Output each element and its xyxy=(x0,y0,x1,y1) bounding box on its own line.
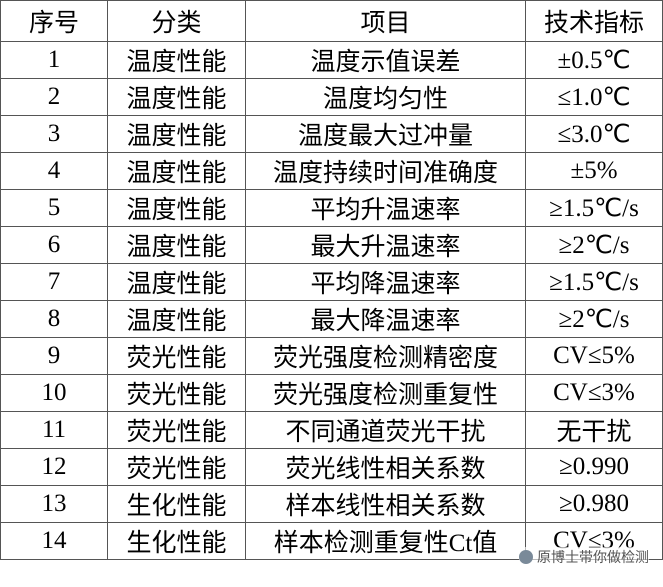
table-cell: 温度示值误差 xyxy=(245,41,526,79)
table-cell: 荧光强度检测重复性 xyxy=(245,374,526,412)
table-cell: 9 xyxy=(0,337,108,375)
table-cell: CV≤5% xyxy=(525,337,663,375)
table-cell: 温度性能 xyxy=(107,152,246,190)
table-cell: 平均升温速率 xyxy=(245,189,526,227)
table-cell: 无干扰 xyxy=(525,411,663,449)
table-cell: ±0.5℃ xyxy=(525,41,663,79)
table-cell: CV≤3% xyxy=(525,374,663,412)
table-cell: 样本检测重复性Ct值 xyxy=(245,522,526,560)
header-cell: 项目 xyxy=(245,0,526,42)
table-cell: 8 xyxy=(0,300,108,338)
table-cell: ≥1.5℃/s xyxy=(525,189,663,227)
table-cell: 荧光性能 xyxy=(107,411,246,449)
table-cell: 温度性能 xyxy=(107,263,246,301)
table-row: 3 温度性能 温度最大过冲量 ≤3.0℃ xyxy=(0,115,663,153)
table-cell: 最大升温速率 xyxy=(245,226,526,264)
table-cell: ≥1.5℃/s xyxy=(525,263,663,301)
table-cell: ≤1.0℃ xyxy=(525,78,663,116)
table-cell: ≥0.980 xyxy=(525,485,663,523)
table-row: 11 荧光性能 不同通道荧光干扰 无干扰 xyxy=(0,411,663,449)
table-cell: 生化性能 xyxy=(107,522,246,560)
table-cell: 3 xyxy=(0,115,108,153)
table-cell: 11 xyxy=(0,411,108,449)
table-cell: 12 xyxy=(0,448,108,486)
table-cell: 温度均匀性 xyxy=(245,78,526,116)
table-cell: 荧光性能 xyxy=(107,337,246,375)
table-row: 12 荧光性能 荧光线性相关系数 ≥0.990 xyxy=(0,448,663,486)
table-row: 10 荧光性能 荧光强度检测重复性 CV≤3% xyxy=(0,374,663,412)
table-body: 1 温度性能 温度示值误差 ±0.5℃ 2 温度性能 温度均匀性 ≤1.0℃ 3 温度性能 温度最大… xyxy=(0,41,663,560)
header-cell: 分类 xyxy=(107,0,246,42)
watermark-icon xyxy=(519,550,533,564)
watermark-text: 原博士带你做检测 xyxy=(537,550,649,566)
table-cell: 13 xyxy=(0,485,108,523)
header-cell: 技术指标 xyxy=(525,0,663,42)
table-cell: 5 xyxy=(0,189,108,227)
header-cell: 序号 xyxy=(0,0,108,42)
table-cell: 1 xyxy=(0,41,108,79)
watermark: 原博士带你做检测 xyxy=(519,547,649,567)
table-cell: ≥0.990 xyxy=(525,448,663,486)
table-row: 2 温度性能 温度均匀性 ≤1.0℃ xyxy=(0,78,663,116)
table-cell: 6 xyxy=(0,226,108,264)
table-cell: 温度最大过冲量 xyxy=(245,115,526,153)
table-cell: 10 xyxy=(0,374,108,412)
table-row: 7 温度性能 平均降温速率 ≥1.5℃/s xyxy=(0,263,663,301)
table-cell: 荧光强度检测精密度 xyxy=(245,337,526,375)
table-row: 6 温度性能 最大升温速率 ≥2℃/s xyxy=(0,226,663,264)
table-cell: 最大降温速率 xyxy=(245,300,526,338)
table-cell: 7 xyxy=(0,263,108,301)
table-cell: 不同通道荧光干扰 xyxy=(245,411,526,449)
table-cell: 温度性能 xyxy=(107,300,246,338)
spec-table: 序号 分类 项目 技术指标 1 温度性能 温度示值误差 ±0.5℃ 2 温度性能 温度均匀性 ≤1.… xyxy=(0,0,663,560)
table-row: 13 生化性能 样本线性相关系数 ≥0.980 xyxy=(0,485,663,523)
table-row: 8 温度性能 最大降温速率 ≥2℃/s xyxy=(0,300,663,338)
table-cell: ±5% xyxy=(525,152,663,190)
table-cell: 荧光线性相关系数 xyxy=(245,448,526,486)
table-cell: ≥2℃/s xyxy=(525,226,663,264)
table-row: 4 温度性能 温度持续时间准确度 ±5% xyxy=(0,152,663,190)
table-cell: 荧光性能 xyxy=(107,374,246,412)
table-row: 9 荧光性能 荧光强度检测精密度 CV≤5% xyxy=(0,337,663,375)
table-cell: ≥2℃/s xyxy=(525,300,663,338)
table-cell: 样本线性相关系数 xyxy=(245,485,526,523)
table-cell: ≤3.0℃ xyxy=(525,115,663,153)
header-row: 序号 分类 项目 技术指标 xyxy=(0,0,663,42)
table-cell: 温度性能 xyxy=(107,226,246,264)
table-cell: 温度性能 xyxy=(107,78,246,116)
table-row: 1 温度性能 温度示值误差 ±0.5℃ xyxy=(0,41,663,79)
table-cell: 温度性能 xyxy=(107,115,246,153)
table-row: 5 温度性能 平均升温速率 ≥1.5℃/s xyxy=(0,189,663,227)
table-cell: 14 xyxy=(0,522,108,560)
table-cell: 温度性能 xyxy=(107,189,246,227)
table-cell: 2 xyxy=(0,78,108,116)
table-cell: 温度持续时间准确度 xyxy=(245,152,526,190)
table-cell: 生化性能 xyxy=(107,485,246,523)
table-cell: 4 xyxy=(0,152,108,190)
table-cell: 温度性能 xyxy=(107,41,246,79)
table-cell: 平均降温速率 xyxy=(245,263,526,301)
table-cell: 荧光性能 xyxy=(107,448,246,486)
